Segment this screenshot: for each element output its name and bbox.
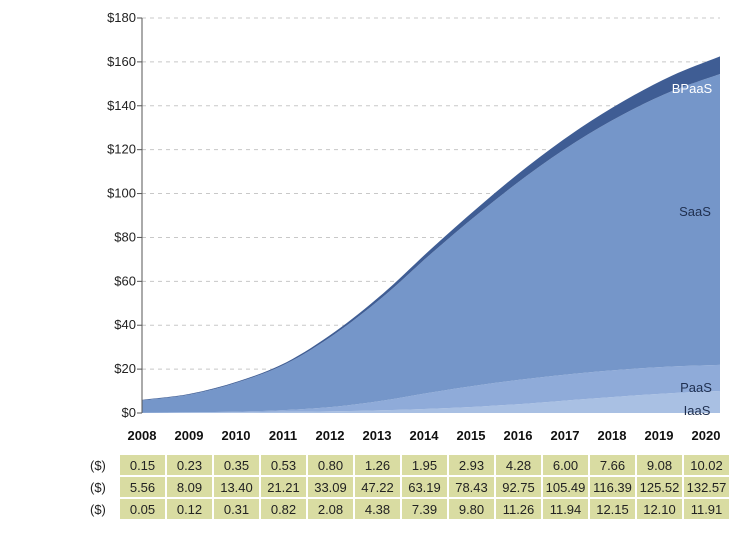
table-cell-2014: 1.95 bbox=[402, 455, 447, 475]
table-cell-2015: 2.93 bbox=[449, 455, 494, 475]
area-series bbox=[142, 56, 720, 413]
area-iaas bbox=[142, 391, 720, 413]
table-unit-label: ($) bbox=[86, 477, 118, 497]
x-tick-label-2012: 2012 bbox=[316, 428, 345, 443]
table-cell-2016: 4.28 bbox=[496, 455, 541, 475]
table-cell-2018: 7.66 bbox=[590, 455, 635, 475]
y-tick-label-60: $60 bbox=[114, 273, 136, 288]
table-cell-2011: 21.21 bbox=[261, 477, 306, 497]
x-tick-label-2014: 2014 bbox=[410, 428, 440, 443]
gridlines bbox=[142, 17, 720, 370]
table-cell-2020: 132.57 bbox=[684, 477, 729, 497]
table-unit-label: ($) bbox=[86, 455, 118, 475]
table-cell-2012: 0.80 bbox=[308, 455, 353, 475]
x-axis-years: 2008 2009 2010 2011 2012 2013 2014 2015 2016 2017… bbox=[128, 428, 721, 443]
series-label-bpaas: BPaaS bbox=[672, 81, 713, 96]
area-chart: $0$20$40$60$80$100$120$140$160$180 2008 2… bbox=[107, 10, 721, 443]
table-cell-2020: 10.02 bbox=[684, 455, 729, 475]
table-cell-2010: 13.40 bbox=[214, 477, 259, 497]
x-tick-label-2008: 2008 bbox=[128, 428, 157, 443]
table-cell-2012: 33.09 bbox=[308, 477, 353, 497]
table-cell-2010: 0.31 bbox=[214, 499, 259, 519]
table-cell-2019: 125.52 bbox=[637, 477, 682, 497]
table-cell-2008: 0.15 bbox=[120, 455, 165, 475]
y-tick-label-120: $120 bbox=[107, 142, 136, 157]
table-cell-2008: 0.05 bbox=[120, 499, 165, 519]
y-tick-label-140: $140 bbox=[107, 98, 136, 113]
table-cell-2015: 9.80 bbox=[449, 499, 494, 519]
x-tick-label-2011: 2011 bbox=[269, 428, 297, 443]
table-cell-2009: 0.12 bbox=[167, 499, 212, 519]
table-cell-2013: 1.26 bbox=[355, 455, 400, 475]
series-label-saas: SaaS bbox=[679, 204, 711, 219]
x-tick-label-2013: 2013 bbox=[363, 428, 392, 443]
y-tick-label-20: $20 bbox=[114, 361, 136, 376]
table-cell-2017: 105.49 bbox=[543, 477, 588, 497]
x-tick-label-2019: 2019 bbox=[645, 428, 674, 443]
table-cell-2019: 9.08 bbox=[637, 455, 682, 475]
table-cell-2013: 47.22 bbox=[355, 477, 400, 497]
series-labels: IaaS PaaS SaaS BPaaS bbox=[672, 81, 713, 418]
table-cell-2012: 2.08 bbox=[308, 499, 353, 519]
table-row: ($) 0.15 0.23 0.35 0.53 0.80 1.26 1.95 2.93 4.28 6… bbox=[86, 455, 729, 475]
y-tick-label-100: $100 bbox=[107, 186, 136, 201]
table-cell-2014: 63.19 bbox=[402, 477, 447, 497]
x-tick-label-2010: 2010 bbox=[222, 428, 251, 443]
table-cell-2020: 11.91 bbox=[684, 499, 729, 519]
table-cell-2010: 0.35 bbox=[214, 455, 259, 475]
y-axis-ticks: $0 $20 $40 $60 $80 $100 $120 $140 $160 $180 bbox=[107, 10, 142, 420]
data-table: ($) 0.15 0.23 0.35 0.53 0.80 1.26 1.95 2.93 4.28 6… bbox=[84, 453, 731, 521]
table-cell-2017: 6.00 bbox=[543, 455, 588, 475]
x-tick-label-2009: 2009 bbox=[175, 428, 204, 443]
table-cell-2009: 0.23 bbox=[167, 455, 212, 475]
table-cell-2019: 12.10 bbox=[637, 499, 682, 519]
table-cell-2018: 12.15 bbox=[590, 499, 635, 519]
table-cell-2009: 8.09 bbox=[167, 477, 212, 497]
table-cell-2018: 116.39 bbox=[590, 477, 635, 497]
y-tick-label-180: $180 bbox=[107, 10, 136, 25]
area-saas bbox=[142, 74, 720, 413]
series-label-iaas: IaaS bbox=[684, 403, 711, 418]
table-row: ($) 0.05 0.12 0.31 0.82 2.08 4.38 7.39 9.80 11.26… bbox=[86, 499, 729, 519]
table-cell-2011: 0.82 bbox=[261, 499, 306, 519]
x-tick-label-2015: 2015 bbox=[457, 428, 486, 443]
table-cell-2015: 78.43 bbox=[449, 477, 494, 497]
x-tick-label-2020: 2020 bbox=[692, 428, 721, 443]
y-tick-label-0: $0 bbox=[122, 405, 136, 420]
x-tick-label-2017: 2017 bbox=[551, 428, 580, 443]
table-cell-2016: 11.26 bbox=[496, 499, 541, 519]
y-tick-label-160: $160 bbox=[107, 54, 136, 69]
area-paas bbox=[142, 364, 720, 413]
table-cell-2017: 11.94 bbox=[543, 499, 588, 519]
area-bpaas bbox=[142, 56, 720, 401]
y-tick-label-80: $80 bbox=[114, 229, 136, 244]
table-cell-2011: 0.53 bbox=[261, 455, 306, 475]
y-tick-label-40: $40 bbox=[114, 317, 136, 332]
table-cell-2013: 4.38 bbox=[355, 499, 400, 519]
table-cell-2016: 92.75 bbox=[496, 477, 541, 497]
x-tick-label-2016: 2016 bbox=[504, 428, 533, 443]
table-unit-label: ($) bbox=[86, 499, 118, 519]
table-cell-2008: 5.56 bbox=[120, 477, 165, 497]
table-row: ($) 5.56 8.09 13.40 21.21 33.09 47.22 63.19 78.4… bbox=[86, 477, 729, 497]
x-tick-label-2018: 2018 bbox=[598, 428, 627, 443]
table-cell-2014: 7.39 bbox=[402, 499, 447, 519]
series-label-paas: PaaS bbox=[680, 380, 712, 395]
